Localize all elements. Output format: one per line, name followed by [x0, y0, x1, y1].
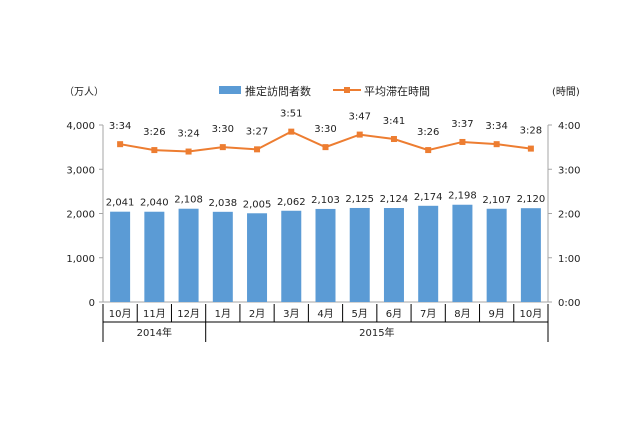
stay-time-data-label: 3:37 [451, 119, 473, 130]
left-tick-label: 3,000 [66, 165, 95, 176]
x-tick-label: 3月 [283, 308, 299, 320]
bar [247, 213, 268, 302]
x-tick-label: 1月 [215, 308, 231, 320]
stay-time-data-label: 3:47 [348, 112, 370, 123]
bar-data-label: 2,174 [414, 192, 443, 203]
stay-time-data-label: 3:30 [314, 124, 336, 135]
right-tick-label: 1:00 [558, 254, 580, 265]
bar-data-label: 2,005 [243, 199, 272, 210]
stay-time-marker [390, 136, 397, 143]
stay-time-marker [288, 128, 295, 135]
x-tick-label: 8月 [454, 308, 470, 320]
x-tick-label: 11月 [143, 308, 166, 320]
bar-data-label: 2,120 [517, 194, 546, 205]
x-tick-label: 10月 [109, 308, 132, 320]
bar [315, 208, 336, 302]
stay-time-marker [185, 148, 192, 155]
stay-time-data-label: 3:51 [280, 109, 302, 120]
bar-data-label: 2,103 [311, 195, 340, 206]
x-tick-label: 5月 [352, 308, 368, 320]
x-tick-label: 4月 [317, 308, 333, 320]
right-tick-label: 0:00 [558, 298, 580, 309]
bar-data-label: 2,198 [448, 191, 477, 202]
stay-time-marker [493, 141, 500, 148]
right-tick-label: 2:00 [558, 210, 580, 221]
legend-swatch-visitors [219, 86, 241, 94]
stay-time-data-label: 3:28 [520, 126, 542, 137]
stay-time-marker [356, 131, 363, 138]
stay-time-marker [219, 144, 226, 151]
left-tick-label: 0 [89, 298, 95, 309]
stay-time-marker [117, 141, 124, 148]
bar [212, 211, 233, 302]
right-tick-label: 4:00 [558, 121, 580, 132]
stay-time-data-label: 3:30 [212, 124, 234, 135]
bar [418, 205, 439, 302]
stay-time-data-label: 3:26 [417, 127, 439, 138]
bar [281, 210, 302, 302]
legend-swatch-stay-marker [344, 87, 350, 93]
bar-data-label: 2,125 [345, 194, 374, 205]
bar [486, 208, 507, 302]
stay-time-marker [151, 147, 158, 154]
right-tick-label: 3:00 [558, 165, 580, 176]
legend-label-stay: 平均滞在時間 [364, 85, 430, 98]
stay-time-data-label: 3:26 [143, 127, 165, 138]
year-label: 2015年 [359, 326, 394, 339]
x-tick-label: 7月 [420, 308, 436, 320]
bar [383, 208, 404, 302]
stay-time-data-label: 3:24 [177, 129, 199, 140]
bar-data-label: 2,038 [208, 198, 237, 209]
bar-data-label: 2,062 [277, 197, 306, 208]
stay-time-marker [527, 145, 534, 152]
stay-time-marker [322, 144, 329, 151]
bar [110, 211, 131, 302]
stay-time-marker [254, 146, 261, 153]
year-label: 2014年 [137, 326, 172, 339]
bar [452, 204, 473, 302]
x-tick-label: 12月 [177, 308, 200, 320]
bar [178, 208, 199, 302]
bar [520, 208, 541, 302]
stay-time-data-label: 3:34 [109, 121, 131, 132]
legend-label-visitors: 推定訪問者数 [245, 84, 311, 98]
x-tick-label: 10月 [520, 308, 543, 320]
left-axis-unit: （万人） [64, 86, 104, 98]
x-tick-label: 2月 [249, 308, 265, 320]
left-tick-label: 2,000 [66, 210, 95, 221]
left-tick-label: 4,000 [66, 121, 95, 132]
stay-time-marker [459, 138, 466, 145]
right-axis-unit: (時間) [552, 86, 580, 98]
bar-data-label: 2,040 [140, 198, 169, 209]
stay-time-data-label: 3:34 [485, 121, 507, 132]
bar-data-label: 2,108 [174, 195, 203, 206]
stay-time-data-label: 3:27 [246, 126, 268, 137]
x-tick-label: 9月 [488, 308, 504, 320]
bar-data-label: 2,124 [380, 194, 409, 205]
bar-data-label: 2,041 [106, 198, 135, 209]
bar [349, 207, 370, 302]
stay-time-marker [425, 147, 432, 154]
legend: 推定訪問者数 平均滞在時間 [219, 84, 430, 98]
left-tick-label: 1,000 [66, 254, 95, 265]
stay-time-data-label: 3:41 [383, 116, 405, 127]
bar-data-label: 2,107 [482, 195, 511, 206]
bar [144, 211, 165, 302]
x-tick-label: 6月 [386, 308, 402, 320]
